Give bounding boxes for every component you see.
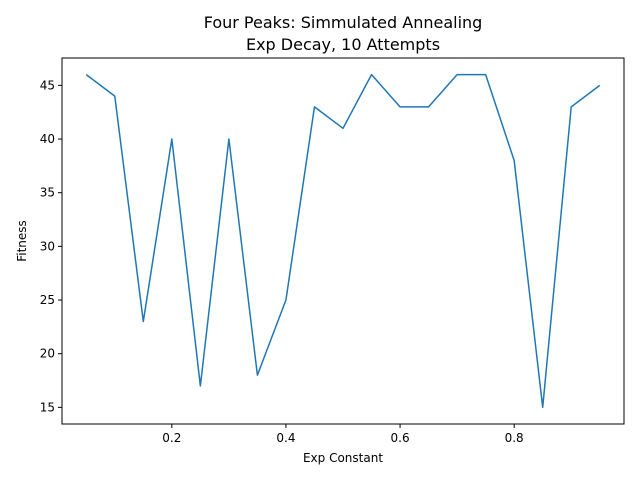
y-tick-label: 45 [40,78,55,92]
y-tick-label: 30 [40,239,55,253]
x-tick-label: 0.2 [162,431,181,445]
x-axis-label: Exp Constant [303,451,383,465]
y-tick-label: 35 [40,186,55,200]
y-axis-label: Fitness [15,220,29,262]
plot-area: 0.2 0.4 0.6 0.8 15 20 25 30 35 40 45 [40,57,625,445]
x-tick-label: 0.8 [505,431,524,445]
y-axis: 15 20 25 30 35 40 45 [40,78,62,414]
y-tick-label: 40 [40,132,55,146]
plot-frame [61,57,625,425]
x-axis: 0.2 0.4 0.6 0.8 [162,424,524,445]
y-tick-label: 20 [40,347,55,361]
x-tick-label: 0.6 [391,431,410,445]
y-tick-label: 25 [40,293,55,307]
chart-title-line-1: Four Peaks: Simmulated Annealing [204,13,483,32]
y-tick-label: 15 [40,400,55,414]
x-tick-label: 0.4 [276,431,295,445]
series-layer [85,73,601,409]
chart-title-line-2: Exp Decay, 10 Attempts [246,35,440,54]
series-line [85,73,601,409]
